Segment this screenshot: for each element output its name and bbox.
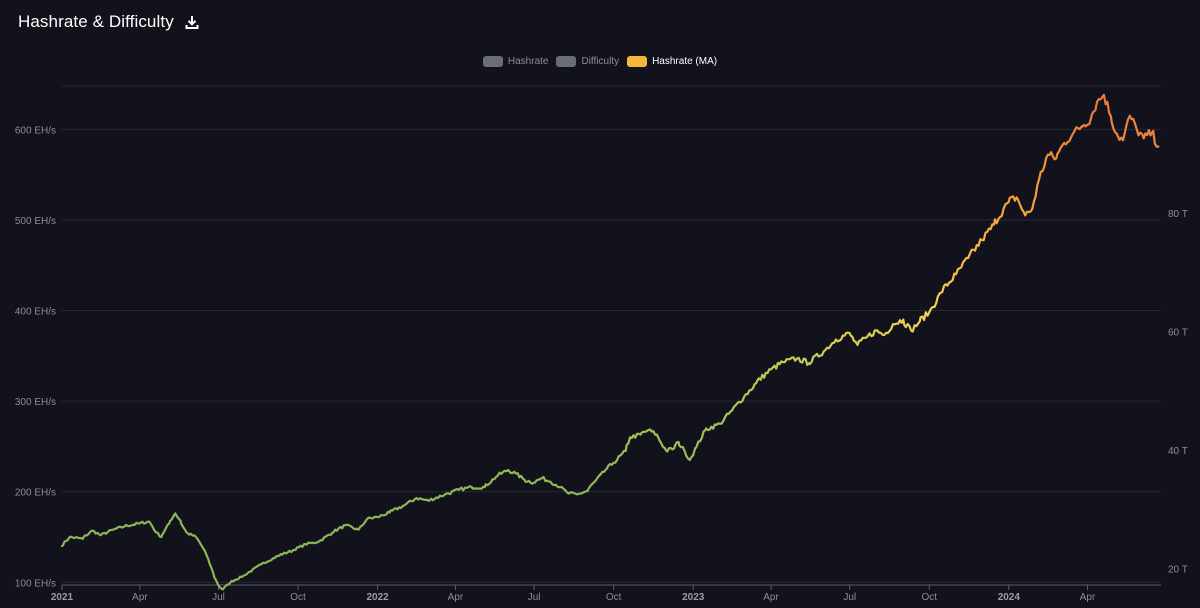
download-icon[interactable] <box>184 14 200 30</box>
y-left-tick-label: 100 EH/s <box>15 578 56 589</box>
y-right-tick-label: 80 T <box>1168 209 1188 220</box>
x-tick-label: Oct <box>290 592 306 603</box>
x-tick-label: Oct <box>606 592 622 603</box>
legend-label-hashrate-ma: Hashrate (MA) <box>652 56 718 67</box>
legend-label-hashrate: Hashrate <box>507 56 549 67</box>
y-left-tick-label: 300 EH/s <box>15 397 56 408</box>
x-tick-label: Jul <box>843 592 856 603</box>
y-left-tick-label: 600 EH/s <box>15 125 56 136</box>
x-tick-label: 2024 <box>998 592 1021 603</box>
x-tick-label: Oct <box>921 592 937 603</box>
x-axis: 2021 Apr Jul Oct 2022 Apr Jul Oct 2023 Apr Jul Oct 2… <box>51 584 1161 603</box>
x-tick-label: Apr <box>132 592 148 603</box>
x-tick-label: Jul <box>212 592 225 603</box>
x-tick-label: 2023 <box>682 592 705 603</box>
grid-lines <box>62 85 1161 583</box>
y-left-tick-label: 500 EH/s <box>15 216 56 227</box>
y-left-tick-label: 200 EH/s <box>15 488 56 499</box>
x-tick-label: 2022 <box>366 592 389 603</box>
legend-swatch-hashrate <box>482 56 503 67</box>
legend-swatch-hashrate-ma <box>627 56 648 67</box>
y-right-tick-label: 60 T <box>1168 327 1188 338</box>
chart-legend: Hashrate Difficulty Hashrate (MA) <box>0 56 1200 67</box>
hashrate-ma-line <box>60 93 1160 591</box>
y-right-tick-label: 40 T <box>1168 446 1188 457</box>
y-left-tick-label: 400 EH/s <box>15 307 56 318</box>
legend-item-difficulty[interactable]: Difficulty <box>556 56 619 67</box>
chart-header: Hashrate & Difficulty <box>18 12 200 32</box>
x-tick-label: Apr <box>448 592 464 603</box>
y-axis-left: 100 EH/s 200 EH/s 300 EH/s 400 EH/s 500 EH/s… <box>15 125 56 589</box>
y-axis-right: 20 T 40 T 60 T 80 T <box>1168 209 1188 575</box>
legend-label-difficulty: Difficulty <box>581 56 620 67</box>
x-tick-label: Apr <box>1080 592 1096 603</box>
x-tick-label: Apr <box>763 592 779 603</box>
legend-item-hashrate-ma[interactable]: Hashrate (MA) <box>627 56 717 67</box>
y-right-tick-label: 20 T <box>1168 564 1188 575</box>
chart-title: Hashrate & Difficulty <box>18 12 174 31</box>
legend-swatch-difficulty <box>556 56 577 67</box>
x-tick-label: Jul <box>528 592 541 603</box>
x-tick-label: 2021 <box>51 592 74 603</box>
legend-item-hashrate[interactable]: Hashrate <box>482 56 549 67</box>
series-layer <box>60 93 1160 591</box>
